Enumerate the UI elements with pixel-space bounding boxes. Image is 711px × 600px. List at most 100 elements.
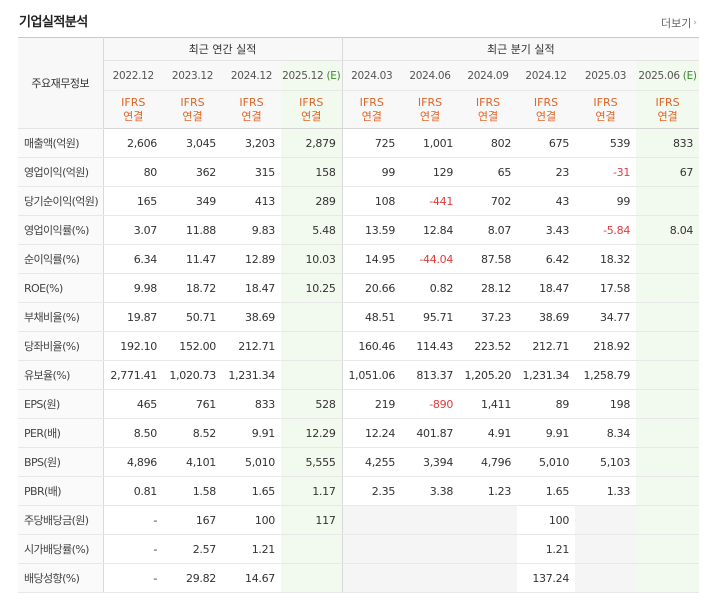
period-header: 2023.12	[163, 60, 222, 91]
value-cell: 12.29	[281, 418, 343, 448]
value-cell: 1.65	[517, 476, 576, 506]
value-cell: 212.71	[222, 331, 281, 361]
ifrs-header: IFRS 연결	[636, 90, 700, 129]
value-cell: 114.43	[401, 331, 460, 361]
value-cell: 5,103	[575, 447, 637, 477]
value-cell: 34.77	[575, 302, 637, 332]
row-label: 순이익률(%)	[18, 244, 104, 274]
value-cell: 129	[401, 157, 460, 187]
table-row: ROE(%) 9.98 18.72 18.47 10.25 20.66 0.82 28.12 1…	[18, 273, 700, 303]
value-cell	[636, 505, 700, 535]
value-cell: 0.81	[103, 476, 163, 506]
value-cell: 99	[575, 186, 637, 216]
value-cell: 1.21	[222, 534, 281, 564]
value-cell: 3,203	[222, 128, 281, 158]
value-cell: 465	[103, 389, 163, 419]
value-cell: 158	[281, 157, 343, 187]
period-header: 2024.06	[401, 60, 460, 91]
value-cell: 137.24	[517, 563, 576, 593]
consolidated-label: 연결	[535, 109, 557, 123]
value-cell: 1,051.06	[341, 360, 402, 390]
value-cell: 1,020.73	[163, 360, 222, 390]
value-cell: 1.21	[517, 534, 576, 564]
value-cell: 5,555	[281, 447, 343, 477]
value-cell: 43	[517, 186, 576, 216]
value-cell	[281, 563, 343, 593]
period-header: 2024.09	[459, 60, 518, 91]
value-cell	[575, 563, 637, 593]
row-label: 당기순이익(억원)	[18, 186, 104, 216]
value-cell	[401, 505, 460, 535]
row-label: 영업이익률(%)	[18, 215, 104, 245]
value-cell: -890	[401, 389, 460, 419]
value-cell: 401.87	[401, 418, 460, 448]
estimate-mark: (E)	[682, 69, 697, 82]
value-cell: 192.10	[103, 331, 163, 361]
value-cell: 14.95	[341, 244, 402, 274]
value-cell	[575, 534, 637, 564]
value-cell: 289	[281, 186, 343, 216]
value-cell: 50.71	[163, 302, 222, 332]
period-header-row: 2022.12 2023.12 2024.12 2025.12 (E) 2024.03 2…	[18, 60, 700, 91]
value-cell	[281, 534, 343, 564]
value-cell	[341, 563, 402, 593]
row-label: EPS(원)	[18, 389, 104, 419]
value-cell: 8.52	[163, 418, 222, 448]
row-label: 주당배당금(원)	[18, 505, 104, 535]
value-cell	[636, 389, 700, 419]
ifrs-header: IFRS 연결	[459, 90, 518, 129]
value-cell: 18.47	[222, 273, 281, 303]
value-cell: 413	[222, 186, 281, 216]
group-header-row: 주요재무정보 최근 연간 실적 최근 분기 실적	[18, 37, 700, 129]
value-cell: 4.91	[459, 418, 518, 448]
value-cell: 1.23	[459, 476, 518, 506]
period-label: 2024.03	[351, 69, 393, 82]
period-header: 2024.12	[222, 60, 281, 91]
period-label: 2022.12	[112, 69, 155, 82]
financial-summary-table: 주요재무정보 최근 연간 실적 최근 분기 실적 2022.12 2023.12 2…	[18, 37, 700, 593]
ifrs-label: IFRS	[299, 95, 324, 109]
table-row: PBR(배) 0.81 1.58 1.65 1.17 2.35 3.38 1.23 1.65 1.…	[18, 476, 700, 506]
value-cell: 65	[459, 157, 518, 187]
ifrs-label: IFRS	[533, 95, 559, 109]
consolidated-label: 연결	[657, 109, 678, 123]
consolidated-label: 연결	[477, 109, 499, 123]
row-label: 시가배당률(%)	[18, 534, 104, 564]
value-cell: 10.03	[281, 244, 343, 274]
period-header: 2022.12	[103, 60, 163, 91]
value-cell: 4,896	[103, 447, 163, 477]
value-cell: 152.00	[163, 331, 222, 361]
value-cell: 2.57	[163, 534, 222, 564]
value-cell	[636, 244, 700, 274]
ifrs-header: IFRS 연결	[163, 90, 222, 129]
value-cell: 362	[163, 157, 222, 187]
value-cell: 1.33	[575, 476, 637, 506]
value-cell: -	[103, 563, 163, 593]
ifrs-label: IFRS	[121, 95, 146, 109]
value-cell: 8.07	[459, 215, 518, 245]
ifrs-label: IFRS	[359, 95, 384, 109]
value-cell: 67	[636, 157, 700, 187]
row-label: 매출액(억원)	[18, 128, 104, 158]
value-cell: 3.38	[401, 476, 460, 506]
value-cell: 6.34	[103, 244, 163, 274]
value-cell: 539	[575, 128, 637, 158]
value-cell: 117	[281, 505, 343, 535]
value-cell	[341, 534, 402, 564]
value-cell: 5,010	[517, 447, 576, 477]
value-cell: 8.50	[103, 418, 163, 448]
value-cell: 95.71	[401, 302, 460, 332]
table-row: 영업이익(억원) 80 362 315 158 99 129 65 23 -31 67	[18, 157, 700, 187]
ifrs-label: IFRS	[593, 95, 618, 109]
value-cell: 218.92	[575, 331, 637, 361]
period-label: 2025.12	[282, 69, 324, 82]
row-label: ROE(%)	[18, 273, 104, 303]
value-cell: 100	[222, 505, 281, 535]
more-link[interactable]: 더보기 ›	[661, 15, 697, 31]
period-header: 2024.12	[517, 60, 576, 91]
value-cell: 37.23	[459, 302, 518, 332]
corner-label: 주요재무정보	[18, 37, 104, 129]
table-body: 매출액(억원) 2,606 3,045 3,203 2,879 725 1,001 802 67…	[18, 128, 700, 593]
value-cell: -441	[401, 186, 460, 216]
value-cell: -5.84	[575, 215, 637, 245]
